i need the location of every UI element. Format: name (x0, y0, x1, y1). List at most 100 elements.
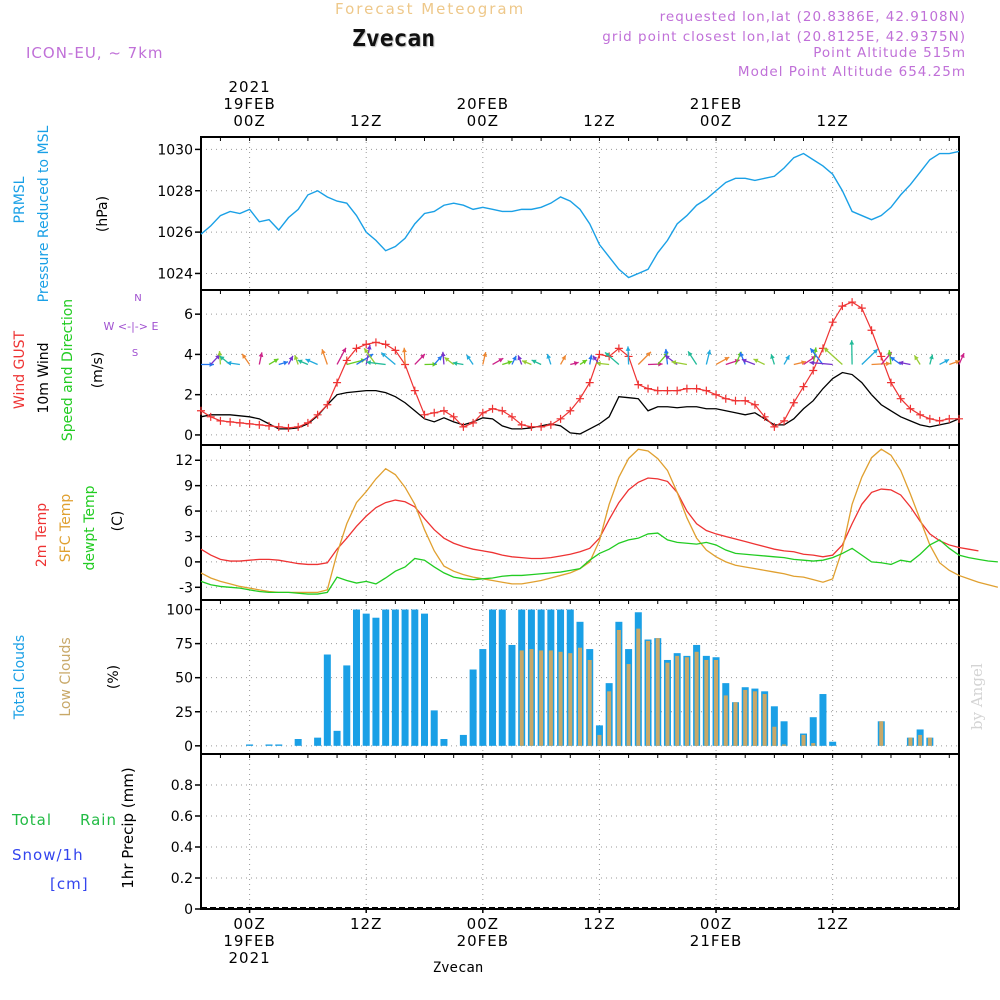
wind-arrow-head (724, 357, 730, 362)
wind-arrow-head (366, 344, 372, 350)
low-cloud-bar (616, 629, 621, 746)
low-cloud-bar (529, 649, 534, 746)
gust-marker (284, 423, 293, 432)
low-cloud-bar (665, 662, 670, 746)
bottom-time-label: 12Z (350, 915, 382, 933)
total-cloud-bar (809, 717, 817, 746)
total-cloud-bar (294, 739, 302, 746)
wind-arrow-head (517, 355, 523, 361)
wind-arrow-head (561, 355, 566, 361)
total-cloud-bar (352, 609, 360, 746)
wind-arrow-head (914, 355, 919, 361)
total-cloud-bar (819, 694, 827, 746)
total-cloud-bar (314, 737, 322, 746)
total-cloud-bar (391, 609, 399, 746)
low-cloud-bar (811, 743, 816, 746)
wind-arrow-head (512, 355, 517, 361)
wind-arrow-head (872, 349, 878, 354)
gust-marker (867, 326, 876, 335)
pressure-axis-title-line1: PRMSL (12, 176, 28, 223)
y-tick-label: 9 (184, 479, 193, 495)
wind-arrow-head (242, 353, 247, 359)
temp-sfc-axis-title: SFC Temp (58, 494, 74, 563)
wind-axis-title: 10m Wind (36, 342, 52, 413)
gust-marker (245, 419, 254, 428)
y-tick-label: 4 (184, 347, 193, 363)
low-cloud-bar (597, 734, 602, 746)
total-cloud-bar (421, 613, 429, 746)
gust-marker (848, 298, 857, 307)
gust-marker (634, 380, 643, 389)
wind-gust-line (200, 301, 959, 429)
y-tick-label: 1030 (157, 142, 193, 158)
low-cloud-bar (772, 726, 777, 746)
wind-arrow-head (605, 352, 610, 358)
y-tick-label: 2 (184, 388, 193, 404)
total-cloud-bar (780, 721, 788, 746)
gust-marker (556, 414, 565, 423)
total-cloud-bar (430, 710, 438, 746)
compass-south: S (132, 348, 138, 359)
y-tick-label: 0 (184, 428, 193, 444)
compass-north: N (134, 293, 141, 304)
total-cloud-bar (372, 617, 380, 746)
gust-marker (789, 398, 798, 407)
gust-marker (381, 340, 390, 349)
wind-arrow-head (321, 349, 326, 355)
gust-marker (877, 352, 886, 361)
y-tick-label: 0 (184, 739, 193, 755)
precip-axis-title: 1hr Precip (mm) (119, 767, 137, 888)
pressure-axis-title-line2: Pressure Reduced to MSL (36, 125, 52, 302)
y-tick-label: 0 (184, 902, 193, 918)
y-tick-label: 6 (184, 307, 193, 323)
panel-3-grid: -3 0 3 6 9 12 (175, 444, 960, 601)
temp-2m-axis-title: 2m Temp (34, 503, 50, 567)
requested-coordinates: requested lon,lat (20.8386E, 42.9108N) (659, 9, 966, 25)
wind-arrow-head (381, 352, 387, 358)
wind-arrow-head (402, 347, 407, 353)
total-cloud-bar (440, 739, 448, 746)
gust-marker (857, 304, 866, 313)
gust-marker (682, 384, 691, 393)
wind-speed-line (200, 371, 960, 435)
gust-marker (673, 386, 682, 395)
y-tick-label: 1024 (157, 266, 193, 282)
wind-arrow-head (810, 348, 815, 354)
wind-arrow-head (809, 360, 815, 366)
low-cloud-bar (684, 657, 689, 746)
temp-axis-units: (C) (110, 511, 126, 532)
gust-marker (527, 422, 536, 431)
gust-marker (274, 422, 283, 431)
wind-arrow-head (592, 355, 598, 361)
point-altitude: Point Altitude 515m (813, 45, 966, 61)
y-tick-label: 75 (175, 637, 193, 653)
wind-arrow-head (366, 360, 371, 366)
bottom-time-label: 00Z (233, 915, 265, 933)
wind-arrow-head (706, 349, 712, 355)
top-time-label: 2021 (228, 78, 270, 96)
total-cloud-bar (323, 654, 331, 746)
gust-marker (537, 422, 546, 431)
gust-marker (712, 390, 721, 399)
top-time-label: 00Z (700, 112, 732, 130)
gust-marker (663, 386, 672, 395)
gust-marker (828, 318, 837, 327)
wind-arrow-head (294, 355, 299, 361)
wind-arrow-head (420, 353, 425, 359)
low-cloud-bar (704, 659, 709, 746)
gust-marker (420, 410, 429, 419)
gust-marker (644, 384, 653, 393)
temp-2m-line (200, 477, 979, 566)
bottom-time-label: 12Z (816, 915, 848, 933)
top-time-label: 00Z (467, 112, 499, 130)
total-cloud-bar (362, 613, 370, 746)
low-cloud-bar (578, 647, 582, 746)
pressure-axis-units: (hPa) (95, 196, 111, 232)
panel-1-grid: 1024 1026 1028 1030 (157, 136, 960, 291)
total-cloud-bar (401, 609, 409, 746)
wind-arrow-head (823, 347, 829, 353)
total-cloud-bar (770, 706, 778, 746)
wind-arrow-head (440, 351, 446, 357)
